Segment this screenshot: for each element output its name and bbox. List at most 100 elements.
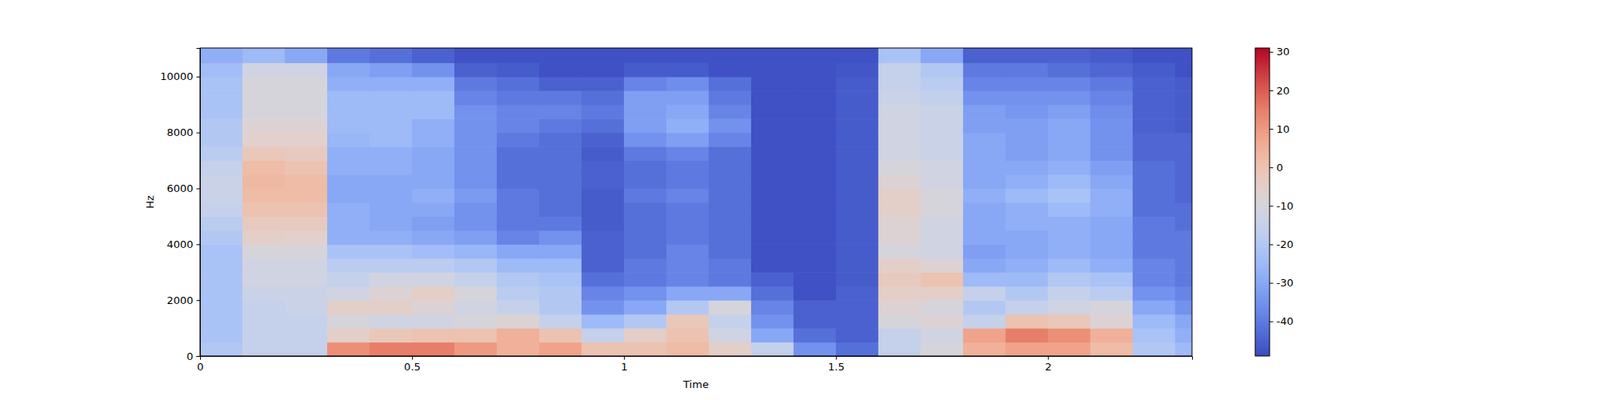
- cell: [878, 48, 922, 64]
- cell: [539, 202, 583, 217]
- cell: [836, 90, 880, 105]
- cell: [878, 202, 922, 217]
- cell: [878, 174, 922, 189]
- cell: [200, 160, 244, 176]
- cell: [412, 62, 456, 77]
- cell: [496, 118, 540, 133]
- cell: [327, 76, 371, 92]
- cell: [836, 342, 880, 356]
- cell: [1175, 76, 1192, 92]
- cell: [581, 174, 625, 189]
- tick-label: -20: [1276, 238, 1294, 251]
- cell: [242, 146, 286, 161]
- cell: [454, 244, 498, 259]
- cell: [496, 300, 540, 315]
- cell: [751, 314, 795, 329]
- cell: [412, 48, 456, 64]
- cell: [1090, 272, 1134, 287]
- cell: [920, 342, 964, 356]
- cell: [920, 146, 964, 161]
- tick-mark: [1048, 356, 1049, 360]
- cell: [327, 132, 371, 148]
- cell: [454, 104, 498, 120]
- cell: [751, 244, 795, 259]
- cell: [242, 328, 286, 343]
- cell: [369, 342, 413, 356]
- cell: [836, 202, 880, 217]
- cell: [793, 188, 837, 203]
- cell: [920, 104, 964, 120]
- cell: [539, 230, 583, 245]
- cell: [1005, 48, 1049, 64]
- cell: [1132, 104, 1176, 120]
- cell: [284, 286, 328, 301]
- cell: [836, 272, 880, 287]
- cell: [836, 118, 880, 133]
- cell: [836, 160, 880, 176]
- cell: [836, 230, 880, 245]
- cell: [836, 244, 880, 259]
- cell: [412, 300, 456, 315]
- cell: [1048, 202, 1092, 217]
- cell: [539, 90, 583, 105]
- cell: [242, 216, 286, 231]
- cell: [836, 174, 880, 189]
- cell: [1090, 216, 1134, 231]
- cell: [581, 328, 625, 343]
- cell: [624, 62, 668, 77]
- cell: [836, 104, 880, 120]
- cell: [1005, 160, 1049, 176]
- cell: [920, 188, 964, 203]
- cell: [878, 216, 922, 231]
- cell: [581, 258, 625, 273]
- cell: [920, 132, 964, 148]
- cell: [1175, 104, 1192, 120]
- cell: [1090, 160, 1134, 176]
- cell: [1132, 174, 1176, 189]
- cell: [836, 286, 880, 301]
- cell: [624, 300, 668, 315]
- cell: [624, 258, 668, 273]
- cell: [666, 216, 710, 231]
- cell: [1175, 230, 1192, 245]
- cell: [200, 62, 244, 77]
- cell: [878, 272, 922, 287]
- axis-line: [1270, 48, 1274, 357]
- cell: [327, 230, 371, 245]
- cell: [369, 76, 413, 92]
- cell: [1048, 342, 1092, 356]
- tick: -10: [1269, 200, 1294, 212]
- cell: [1132, 286, 1176, 301]
- cell: [624, 216, 668, 231]
- tick-label: 0: [1276, 161, 1284, 174]
- cell: [1175, 328, 1192, 343]
- cell: [666, 244, 710, 259]
- cell: [1090, 230, 1134, 245]
- cell: [836, 314, 880, 329]
- cell: [581, 272, 625, 287]
- cell: [793, 118, 837, 133]
- tick-label: 1: [620, 360, 628, 373]
- tick-label: 0: [196, 360, 204, 373]
- tick: 10: [1269, 123, 1290, 136]
- cell: [836, 48, 880, 64]
- cell: [369, 272, 413, 287]
- cell: [496, 132, 540, 148]
- cell: [327, 174, 371, 189]
- cell: [539, 272, 583, 287]
- cell: [242, 174, 286, 189]
- cell: [920, 90, 964, 105]
- cell: [708, 328, 752, 343]
- cell: [284, 132, 328, 148]
- cell: [963, 62, 1007, 77]
- cell: [920, 258, 964, 273]
- cell: [1048, 146, 1092, 161]
- cell: [242, 300, 286, 315]
- cell: [793, 160, 837, 176]
- cell: [963, 328, 1007, 343]
- cell: [624, 146, 668, 161]
- cell: [751, 76, 795, 92]
- cell: [581, 146, 625, 161]
- cell: [836, 146, 880, 161]
- cell: [1090, 244, 1134, 259]
